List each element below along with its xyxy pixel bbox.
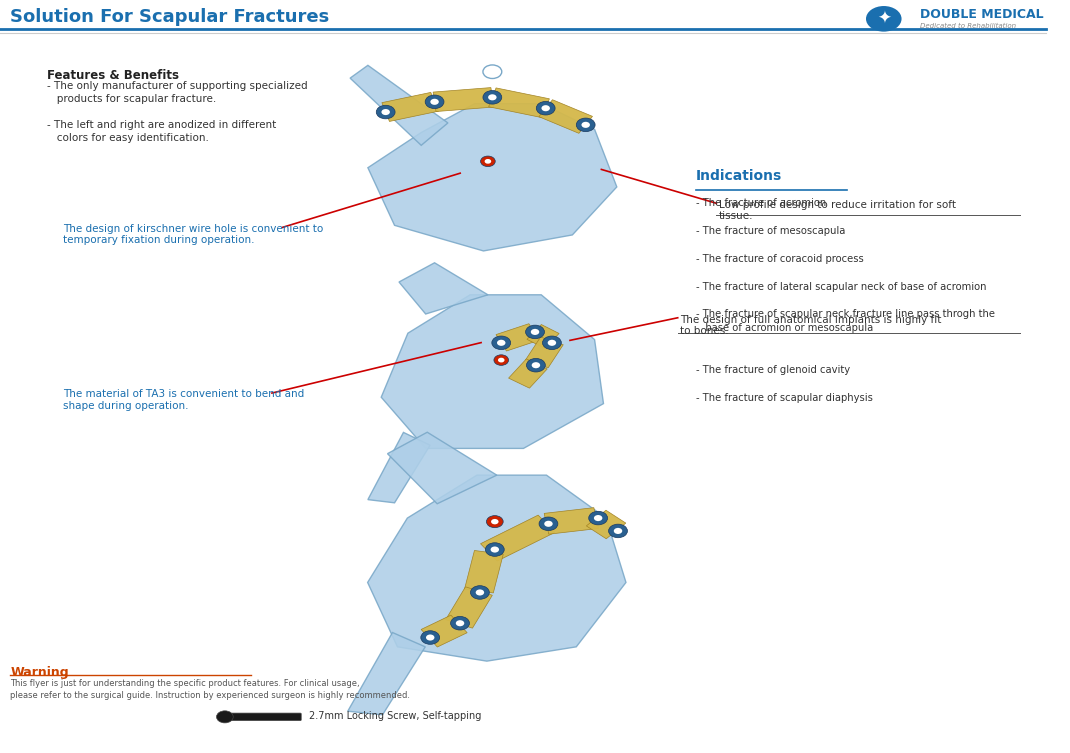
Circle shape [594, 515, 602, 521]
Circle shape [548, 340, 556, 346]
FancyBboxPatch shape [231, 713, 302, 721]
Polygon shape [480, 515, 554, 561]
Polygon shape [464, 550, 503, 593]
Text: - The left and right are anodized in different
   colors for easy identification: - The left and right are anodized in dif… [47, 120, 276, 143]
Text: ✦: ✦ [876, 10, 890, 28]
Text: The design of full anatomical implants is highly fit
to bones.: The design of full anatomical implants i… [679, 315, 942, 337]
Circle shape [426, 635, 434, 641]
Polygon shape [489, 88, 549, 117]
Polygon shape [382, 93, 439, 121]
Circle shape [483, 90, 502, 104]
Circle shape [486, 543, 504, 556]
Circle shape [456, 620, 464, 626]
Circle shape [541, 105, 550, 111]
Circle shape [498, 358, 505, 362]
Circle shape [487, 516, 503, 528]
Polygon shape [368, 432, 430, 503]
Polygon shape [350, 66, 448, 145]
Circle shape [588, 511, 608, 525]
Text: - The fracture of scapular neck,fracture line pass throgh the
   base of acromio: - The fracture of scapular neck,fracture… [696, 309, 994, 333]
Text: Solution For Scapular Fractures: Solution For Scapular Fractures [11, 8, 330, 26]
Polygon shape [368, 104, 616, 251]
Circle shape [381, 109, 389, 115]
Text: - The fracture of acromion: - The fracture of acromion [696, 198, 826, 208]
Circle shape [471, 586, 489, 599]
Circle shape [216, 711, 233, 723]
Text: The design of kirschner wire hole is convenient to
temporary fixation during ope: The design of kirschner wire hole is con… [63, 224, 323, 245]
Text: - The fracture of lateral scapular neck of base of acromion: - The fracture of lateral scapular neck … [696, 282, 987, 291]
Circle shape [614, 528, 623, 534]
Circle shape [377, 105, 395, 119]
Polygon shape [381, 294, 603, 449]
Polygon shape [508, 359, 547, 388]
Polygon shape [399, 263, 488, 314]
Text: - The only manufacturer of supporting specialized
   products for scapular fract: - The only manufacturer of supporting sp… [47, 81, 308, 104]
Circle shape [542, 336, 562, 349]
Text: Dedicated to Rehabilitation: Dedicated to Rehabilitation [920, 23, 1016, 29]
Polygon shape [445, 587, 492, 628]
Circle shape [526, 358, 546, 372]
Circle shape [421, 631, 440, 645]
Polygon shape [526, 325, 560, 349]
Text: Warning: Warning [11, 666, 70, 679]
Circle shape [488, 94, 496, 100]
Polygon shape [433, 87, 494, 111]
Circle shape [425, 95, 444, 108]
Text: This flyer is just for understanding the specific product features. For clinical: This flyer is just for understanding the… [11, 679, 411, 700]
Circle shape [450, 617, 470, 630]
Circle shape [531, 329, 539, 335]
Polygon shape [348, 633, 425, 715]
Text: Indications: Indications [696, 169, 782, 184]
Text: Features & Benefits: Features & Benefits [47, 69, 179, 82]
Polygon shape [539, 99, 593, 133]
Text: The material of TA3 is convenient to bend and
shape during operation.: The material of TA3 is convenient to ben… [63, 389, 304, 411]
Circle shape [577, 118, 595, 132]
Polygon shape [586, 511, 626, 539]
Circle shape [492, 336, 510, 349]
Polygon shape [368, 475, 626, 661]
Circle shape [430, 99, 439, 105]
Polygon shape [525, 337, 563, 367]
Circle shape [609, 524, 627, 538]
Polygon shape [422, 615, 468, 647]
Circle shape [525, 325, 545, 339]
Text: Low profile design to reduce irritation for soft
tissue.: Low profile design to reduce irritation … [719, 200, 956, 221]
Circle shape [532, 362, 540, 368]
Circle shape [545, 521, 553, 527]
Text: - The fracture of scapular diaphysis: - The fracture of scapular diaphysis [696, 393, 872, 403]
Circle shape [539, 517, 557, 531]
Circle shape [866, 6, 902, 32]
Circle shape [581, 122, 590, 128]
Circle shape [536, 102, 555, 115]
Circle shape [491, 519, 499, 524]
Polygon shape [496, 324, 539, 351]
Circle shape [485, 159, 491, 163]
Text: - The fracture of coracoid process: - The fracture of coracoid process [696, 254, 863, 264]
Circle shape [480, 156, 495, 166]
Circle shape [496, 340, 505, 346]
Text: DOUBLE MEDICAL: DOUBLE MEDICAL [920, 8, 1044, 21]
Text: - The fracture of glenoid cavity: - The fracture of glenoid cavity [696, 365, 850, 375]
Circle shape [494, 355, 508, 365]
Circle shape [483, 65, 502, 78]
Circle shape [490, 547, 499, 553]
Text: 2.7mm Locking Screw, Self-tapping: 2.7mm Locking Screw, Self-tapping [308, 711, 480, 721]
Text: - The fracture of mesoscapula: - The fracture of mesoscapula [696, 226, 845, 236]
Circle shape [476, 590, 484, 596]
Polygon shape [387, 432, 496, 504]
Polygon shape [545, 508, 598, 534]
